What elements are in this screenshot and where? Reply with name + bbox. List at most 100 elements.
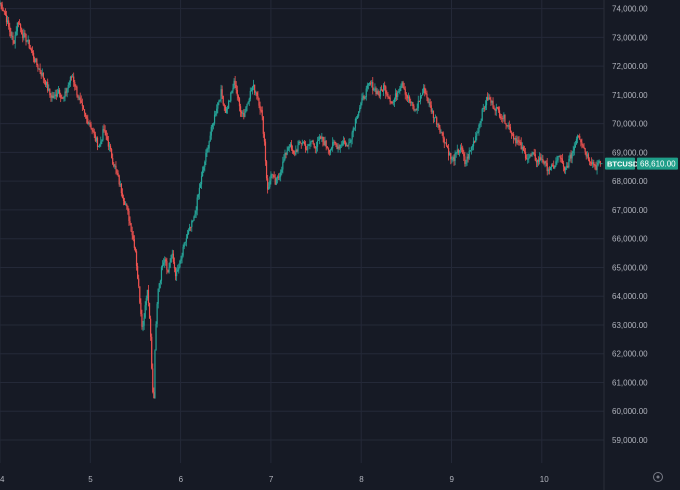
candle-body bbox=[426, 93, 428, 98]
candle-body bbox=[222, 95, 224, 105]
candle-body bbox=[511, 133, 514, 135]
candle-body bbox=[322, 136, 324, 142]
candle-body bbox=[169, 262, 171, 268]
candle-body bbox=[106, 136, 108, 141]
candle-body bbox=[471, 146, 474, 148]
candle-body bbox=[301, 142, 303, 144]
candle-body bbox=[173, 262, 176, 269]
candle-body bbox=[565, 167, 567, 171]
candle-body bbox=[388, 97, 390, 98]
candle-body bbox=[165, 259, 167, 261]
candle-body bbox=[288, 147, 290, 149]
y-tick-label: 72,000.00 bbox=[612, 62, 648, 71]
candle-body bbox=[555, 161, 557, 166]
candle-body bbox=[239, 106, 242, 112]
candle-body bbox=[150, 318, 152, 337]
candle-body bbox=[109, 145, 112, 150]
candle-body bbox=[73, 76, 75, 83]
candle-body bbox=[2, 9, 4, 12]
candle-body bbox=[567, 165, 569, 168]
candle-body bbox=[163, 262, 165, 265]
candle-body bbox=[49, 89, 51, 96]
candle-body bbox=[535, 160, 537, 163]
candle-body bbox=[539, 157, 541, 162]
candle-body bbox=[278, 176, 281, 178]
candle-body bbox=[191, 220, 193, 227]
candle-body bbox=[359, 107, 361, 112]
x-tick-label: 5 bbox=[88, 475, 93, 484]
candle-body bbox=[439, 127, 441, 133]
candle-body bbox=[319, 136, 321, 140]
candle-body bbox=[453, 157, 455, 161]
last-price-tag[interactable]: BTCUSD 68,610.00 bbox=[600, 157, 678, 170]
candle-body bbox=[570, 154, 572, 159]
candle-body bbox=[556, 160, 558, 162]
candle-body bbox=[140, 302, 142, 315]
candle-body bbox=[264, 141, 267, 162]
y-tick-label: 62,000.00 bbox=[612, 350, 648, 359]
candle-body bbox=[314, 147, 316, 149]
candle-body bbox=[431, 110, 433, 112]
candle-body bbox=[221, 89, 223, 96]
candle-body bbox=[105, 130, 107, 137]
candle-body bbox=[265, 161, 268, 179]
candle-body bbox=[53, 95, 55, 98]
candle-body bbox=[537, 159, 540, 162]
candle-body bbox=[526, 158, 528, 160]
candle-body bbox=[15, 31, 17, 35]
candle-body bbox=[211, 124, 213, 127]
candle-body bbox=[133, 239, 135, 248]
candle-body bbox=[96, 137, 99, 147]
candle-body bbox=[394, 93, 397, 100]
candle-body bbox=[436, 117, 438, 125]
candle-body bbox=[334, 141, 336, 144]
candle-body bbox=[420, 95, 423, 96]
candle-body bbox=[452, 157, 454, 160]
candle-body bbox=[400, 85, 402, 89]
candle-body bbox=[41, 72, 43, 76]
candle-body bbox=[120, 183, 122, 194]
candle-body bbox=[170, 254, 172, 263]
candle-body bbox=[35, 58, 37, 63]
candle-body bbox=[209, 135, 211, 142]
candle-body bbox=[36, 58, 38, 66]
candle-body bbox=[493, 107, 495, 109]
candle-body bbox=[438, 124, 440, 128]
candle-body bbox=[545, 161, 547, 164]
candle-body bbox=[118, 175, 120, 185]
candle-body bbox=[550, 165, 553, 167]
grid-lines bbox=[0, 0, 605, 490]
candle-body bbox=[562, 163, 565, 167]
candle-body bbox=[137, 266, 139, 279]
candle-body bbox=[132, 235, 134, 240]
candle-body bbox=[171, 253, 173, 255]
candle-body bbox=[364, 97, 366, 99]
candle-body bbox=[440, 131, 442, 133]
candle-body bbox=[313, 143, 315, 148]
candle-body bbox=[557, 156, 559, 161]
candle-body bbox=[509, 126, 511, 133]
candle-body bbox=[94, 134, 96, 141]
candle-body bbox=[351, 132, 353, 140]
y-tick-label: 61,000.00 bbox=[612, 378, 648, 387]
candle-body bbox=[107, 140, 109, 147]
settings-icon[interactable] bbox=[653, 472, 663, 482]
candle-body bbox=[371, 82, 373, 84]
candle-body bbox=[391, 102, 393, 104]
y-axis: 74,000.00 73,000.00 72,000.00 71,000.00 70,0… bbox=[612, 5, 648, 445]
candle-body bbox=[116, 169, 118, 174]
candle-body bbox=[293, 150, 295, 154]
candle-body bbox=[306, 149, 308, 151]
candle-body bbox=[459, 147, 462, 151]
candle-body bbox=[402, 82, 404, 88]
candle-body bbox=[498, 110, 501, 117]
candle-body bbox=[479, 122, 481, 126]
candle-body bbox=[198, 187, 200, 195]
candle-body bbox=[332, 142, 334, 149]
candle-body bbox=[76, 86, 78, 96]
candle-body bbox=[543, 162, 545, 164]
candle-body bbox=[85, 112, 87, 117]
candle-body bbox=[356, 115, 359, 119]
